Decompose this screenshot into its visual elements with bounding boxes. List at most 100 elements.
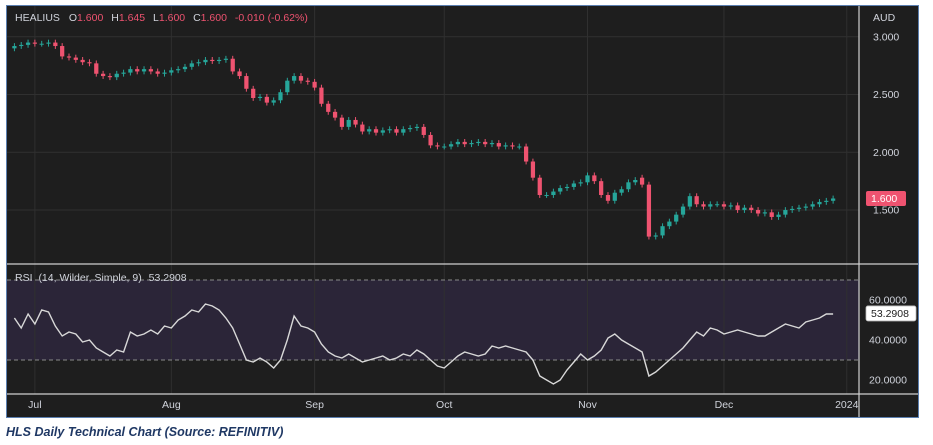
candle[interactable] [332, 108, 338, 121]
candle[interactable] [530, 158, 536, 181]
candle[interactable] [39, 40, 44, 47]
candle[interactable] [408, 125, 413, 133]
candle[interactable] [660, 223, 665, 239]
candle[interactable] [87, 59, 92, 67]
candle[interactable] [715, 201, 720, 208]
candle[interactable] [680, 203, 686, 218]
candle[interactable] [599, 178, 604, 198]
candle[interactable] [517, 143, 522, 150]
candle[interactable] [537, 174, 542, 198]
candle[interactable] [114, 70, 119, 81]
candle[interactable] [448, 141, 454, 150]
candle[interactable] [462, 139, 467, 148]
candle[interactable] [585, 172, 590, 186]
candle[interactable] [373, 126, 379, 136]
candle[interactable] [442, 143, 447, 150]
candle[interactable] [271, 97, 276, 106]
candle[interactable] [435, 142, 440, 150]
candle[interactable] [230, 55, 235, 75]
candle[interactable] [414, 123, 420, 131]
candle[interactable] [551, 188, 556, 198]
candle[interactable] [278, 89, 283, 104]
candle[interactable] [749, 204, 754, 213]
candle[interactable] [762, 209, 768, 217]
candle[interactable] [141, 66, 147, 75]
candle[interactable] [189, 60, 194, 70]
candle[interactable] [100, 70, 106, 79]
candle[interactable] [298, 73, 304, 84]
candle[interactable] [216, 57, 222, 64]
candle[interactable] [182, 63, 188, 73]
candle[interactable] [824, 197, 829, 205]
candle[interactable] [612, 189, 617, 204]
candle[interactable] [135, 66, 140, 75]
candle[interactable] [796, 204, 802, 212]
candle[interactable] [401, 126, 406, 136]
candle[interactable] [592, 172, 597, 185]
candle[interactable] [769, 209, 774, 220]
candle[interactable] [353, 117, 358, 128]
candle[interactable] [94, 60, 99, 77]
candle[interactable] [121, 69, 126, 77]
candle[interactable] [380, 127, 385, 136]
candle[interactable] [783, 207, 788, 218]
candle[interactable] [264, 93, 269, 106]
candle[interactable] [360, 121, 365, 135]
candle[interactable] [251, 85, 256, 101]
candle[interactable] [428, 132, 433, 149]
candle[interactable] [633, 177, 638, 186]
candle[interactable] [469, 140, 474, 148]
candle[interactable] [742, 204, 747, 213]
candle[interactable] [223, 55, 229, 63]
candle[interactable] [544, 192, 549, 198]
candle[interactable] [564, 184, 570, 191]
candle[interactable] [25, 39, 31, 48]
candle[interactable] [319, 84, 324, 107]
candle[interactable] [176, 66, 181, 74]
candle[interactable] [619, 186, 624, 196]
candle[interactable] [721, 201, 727, 210]
candle[interactable] [367, 126, 372, 135]
candle[interactable] [210, 57, 215, 64]
candle[interactable] [755, 207, 761, 217]
candle[interactable] [831, 195, 836, 204]
candle[interactable] [66, 53, 72, 61]
candle[interactable] [53, 39, 58, 49]
candle[interactable] [80, 57, 85, 66]
candle[interactable] [346, 117, 351, 130]
candle[interactable] [694, 193, 699, 208]
candle[interactable] [667, 218, 672, 230]
candle[interactable] [107, 73, 113, 81]
candle[interactable] [803, 203, 808, 211]
candle[interactable] [653, 232, 658, 240]
candle[interactable] [790, 205, 795, 213]
candle[interactable] [285, 77, 290, 96]
candle[interactable] [387, 126, 392, 134]
candle[interactable] [687, 193, 692, 210]
candle[interactable] [510, 142, 515, 150]
candle[interactable] [244, 73, 249, 92]
candle[interactable] [237, 68, 242, 79]
candle[interactable] [626, 179, 631, 193]
candle[interactable] [148, 66, 153, 75]
candle[interactable] [735, 202, 740, 213]
candle[interactable] [558, 185, 563, 195]
candle[interactable] [810, 201, 815, 210]
candle[interactable] [728, 202, 733, 210]
candle[interactable] [817, 199, 822, 208]
candle[interactable] [496, 140, 501, 150]
candle[interactable] [455, 139, 460, 148]
candles[interactable] [12, 39, 836, 240]
candle[interactable] [483, 139, 488, 148]
candle[interactable] [196, 59, 201, 67]
candle[interactable] [73, 54, 78, 63]
candle[interactable] [339, 114, 345, 130]
candle[interactable] [12, 43, 17, 52]
candle[interactable] [776, 211, 781, 220]
candle[interactable] [292, 73, 297, 84]
candle[interactable] [312, 78, 317, 91]
candle[interactable] [60, 43, 65, 60]
candle[interactable] [19, 41, 24, 49]
candle[interactable] [257, 93, 263, 101]
candle[interactable] [571, 180, 576, 190]
